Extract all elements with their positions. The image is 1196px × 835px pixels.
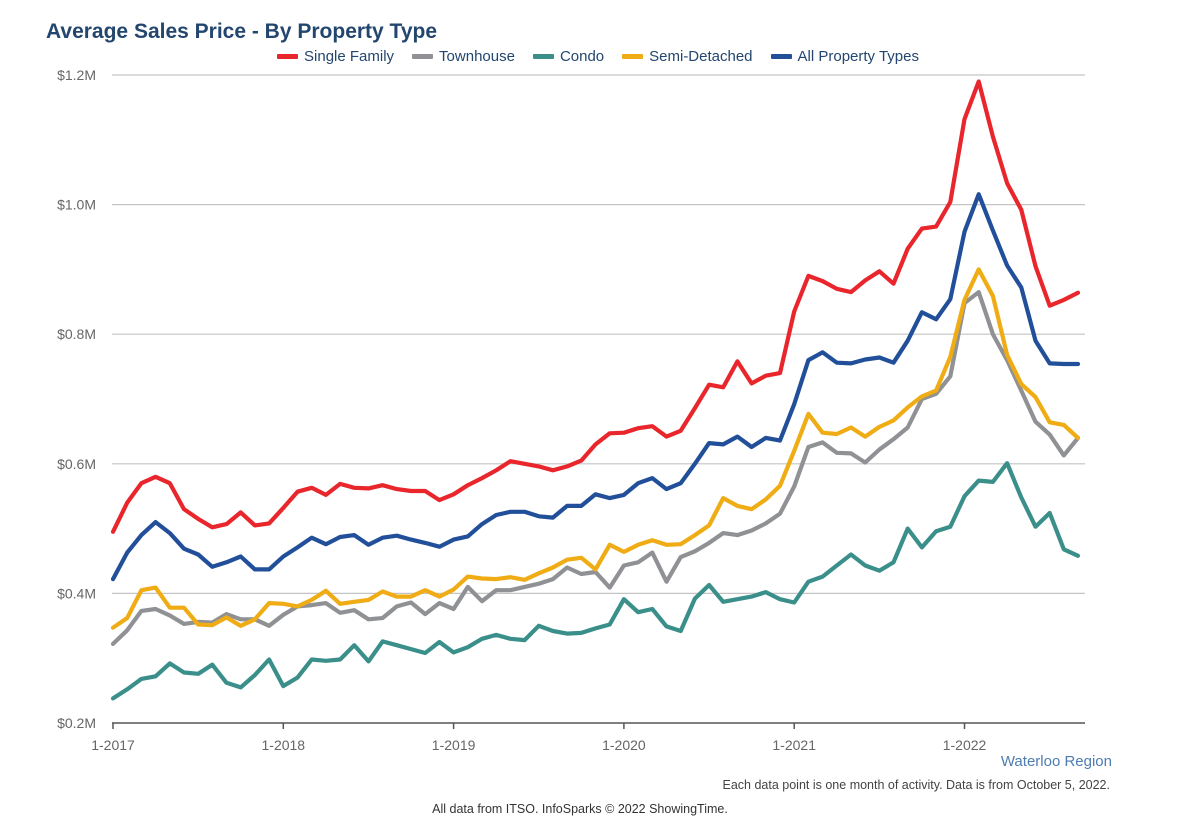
data-footnote: Each data point is one month of activity… bbox=[722, 778, 1110, 792]
legend-label: Condo bbox=[559, 48, 605, 65]
x-axis: 1-2017 1-2018 1-2019 1-2020 1-2021 1-2022 bbox=[91, 722, 1085, 753]
legend-swatch bbox=[622, 54, 644, 59]
y-tick-label: $1.2M bbox=[57, 67, 96, 83]
y-tick-label: $1.0M bbox=[57, 197, 96, 213]
series-lines bbox=[110, 79, 1081, 701]
chart-title: Average Sales Price - By Property Type bbox=[46, 20, 438, 43]
legend-item-semi-detached: Semi-Detached bbox=[622, 48, 753, 65]
y-tick-label: $0.6M bbox=[57, 456, 96, 472]
series-line-condo bbox=[110, 461, 1081, 701]
y-axis-tick-labels: $0.2M $0.4M $0.6M $0.8M $1.0M $1.2M bbox=[57, 67, 96, 731]
legend-swatch bbox=[412, 54, 434, 59]
x-tick-label: 1-2017 bbox=[91, 737, 135, 753]
legend-label: Semi-Detached bbox=[649, 48, 753, 65]
x-tick-label: 1-2021 bbox=[772, 737, 816, 753]
legend-swatch bbox=[532, 54, 554, 59]
legend-swatch bbox=[277, 54, 299, 59]
legend-item-townhouse: Townhouse bbox=[412, 48, 515, 65]
x-tick-label: 1-2020 bbox=[602, 737, 646, 753]
region-label: Waterloo Region bbox=[1000, 753, 1112, 770]
series-line-semi-detached bbox=[110, 267, 1081, 630]
legend-item-single-family: Single Family bbox=[277, 48, 394, 65]
source-credit: All data from ITSO. InfoSparks © 2022 Sh… bbox=[432, 802, 728, 816]
x-tick-label: 1-2018 bbox=[262, 737, 306, 753]
x-tick-label: 1-2019 bbox=[432, 737, 476, 753]
legend-label: Townhouse bbox=[439, 48, 515, 65]
y-tick-label: $0.2M bbox=[57, 715, 96, 731]
legend-swatch bbox=[770, 54, 792, 59]
y-tick-label: $0.4M bbox=[57, 585, 96, 601]
legend-item-all-property-types: All Property Types bbox=[770, 48, 919, 65]
x-tick-label: 1-2022 bbox=[943, 737, 987, 753]
legend-item-condo: Condo bbox=[532, 48, 605, 65]
chart-legend: Single Family Townhouse Condo Semi-Detached… bbox=[0, 48, 1196, 65]
series-line-all-property-types bbox=[110, 192, 1081, 582]
legend-label: Single Family bbox=[304, 48, 395, 65]
y-tick-label: $0.8M bbox=[57, 326, 96, 342]
series-line-townhouse bbox=[110, 290, 1081, 647]
series-line-single-family bbox=[110, 79, 1081, 534]
grid-lines bbox=[112, 74, 1085, 595]
legend-label: All Property Types bbox=[797, 48, 919, 65]
